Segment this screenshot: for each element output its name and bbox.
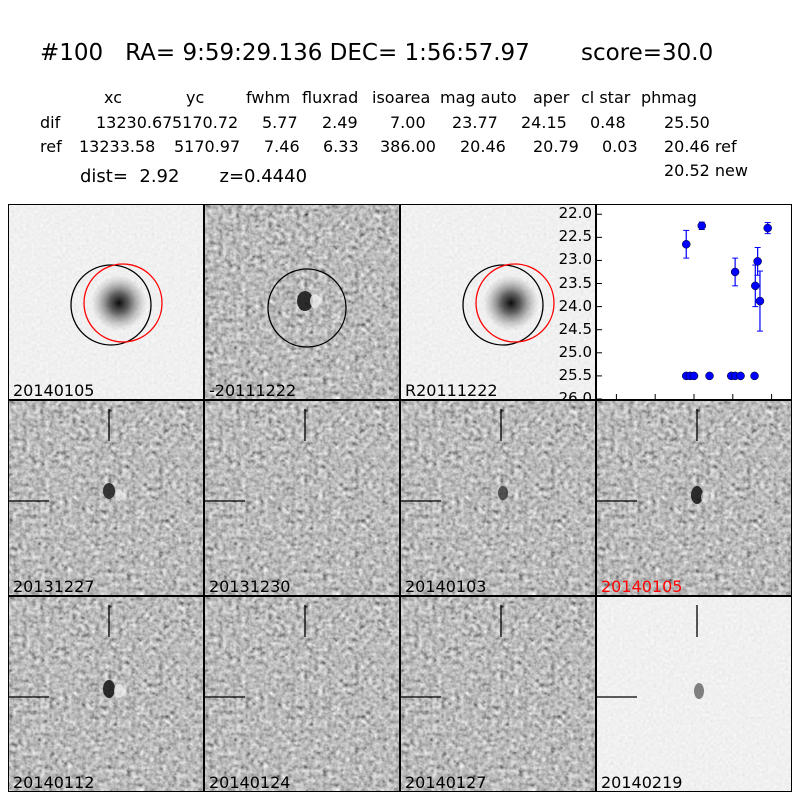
y-tick-label: 24.5 [558, 319, 592, 338]
cutout-epoch: 20140103 [400, 400, 596, 596]
ref-cl-star: 0.03 [602, 137, 638, 156]
panel-label: 20140127 [405, 773, 487, 792]
y-tick-label: 23.0 [558, 250, 592, 269]
ref-xc: 13233.58 [79, 137, 156, 156]
cutout-epoch: 20131230 [204, 400, 400, 596]
ref-fwhm: 7.46 [264, 137, 300, 156]
ref-isoarea: 386.00 [380, 137, 436, 156]
data-point [753, 257, 762, 266]
data-point [705, 371, 714, 381]
distance-redshift: dist= 2.92 z=0.4440 [80, 166, 308, 187]
data-point [736, 371, 745, 381]
dif-mag-auto: 23.77 [452, 113, 498, 132]
col-header-isoarea: isoarea [372, 88, 431, 107]
dif-phmag: 25.50 [664, 113, 710, 132]
cutout-epoch: 20140124 [204, 596, 400, 792]
col-header-mag-auto: mag auto [440, 88, 517, 107]
col-header-yc: yc [186, 88, 205, 107]
data-point [750, 371, 759, 381]
col-header-fluxrad: fluxrad [302, 88, 359, 107]
light-curve-svg [597, 213, 773, 400]
cutout-reference-image: R20111222 [400, 204, 596, 400]
panel-label: 20140112 [13, 773, 95, 792]
y-tick-label: 22.5 [558, 227, 592, 246]
cutout-difference-image: -20111222 [204, 204, 400, 400]
dif-fwhm: 5.77 [262, 113, 298, 132]
col-header-xc: xc [104, 88, 122, 107]
panel-label-current: 20140105 [601, 577, 683, 596]
cutout-epoch: 20140127 [400, 596, 596, 792]
panel-label: 20140219 [601, 773, 683, 792]
dif-isoarea: 7.00 [390, 113, 426, 132]
col-header-cl-star: cl star [581, 88, 631, 107]
col-header-fwhm: fwhm [246, 88, 291, 107]
data-point [689, 371, 699, 381]
y-tick-label: 24.0 [558, 296, 592, 315]
candidate-title: #100 RA= 9:59:29.136 DEC= 1:56:57.97 sco… [40, 40, 714, 66]
panel-label: 20131227 [13, 577, 95, 596]
data-point [755, 296, 765, 306]
dif-fluxrad: 2.49 [322, 113, 358, 132]
col-header-phmag: phmag [641, 88, 697, 107]
cutout-epoch: 20131227 [8, 400, 204, 596]
row-label-dif: dif [40, 113, 61, 132]
data-point [751, 281, 760, 291]
dif-aper: 24.15 [521, 113, 567, 132]
new-aperture-circle [83, 263, 163, 343]
panel-label: 20131230 [209, 577, 291, 596]
cutout-epoch: 20140219 [596, 596, 792, 792]
data-point [697, 221, 707, 231]
dif-yc: 5170.72 [172, 113, 239, 132]
ref-yc: 5170.97 [174, 137, 241, 156]
ref-mag-auto: 20.46 [460, 137, 506, 156]
panel-label: 20140105 [13, 381, 95, 400]
ref-aper: 20.79 [533, 137, 579, 156]
y-tick-label: 25.0 [558, 342, 592, 361]
data-point [730, 267, 740, 277]
col-header-aper: aper [533, 88, 570, 107]
dif-cl-star: 0.48 [590, 113, 626, 132]
y-tick-label: 22.0 [558, 204, 592, 223]
panel-label: 20140124 [209, 773, 291, 792]
ref-fluxrad: 6.33 [323, 137, 359, 156]
light-curve-plot [596, 204, 792, 400]
y-tick-label: 23.5 [558, 273, 592, 292]
row-label-ref: ref [40, 137, 62, 156]
cutout-epoch: 20140105 [596, 400, 792, 596]
cutout-epoch: 20140112 [8, 596, 204, 792]
panel-label: R20111222 [405, 381, 498, 400]
ref-aperture-circle [70, 264, 152, 346]
data-point [763, 223, 772, 233]
y-tick-label: 25.5 [558, 365, 592, 384]
panel-label: 20140103 [405, 577, 487, 596]
dif-xc: 13230.67 [96, 113, 173, 132]
ref-phmag: 20.46 ref [664, 137, 737, 156]
data-point [681, 240, 691, 249]
cutout-new-image: 20140105 [8, 204, 204, 400]
panel-label: -20111222 [209, 381, 297, 400]
new-phmag: 20.52 new [664, 161, 748, 180]
